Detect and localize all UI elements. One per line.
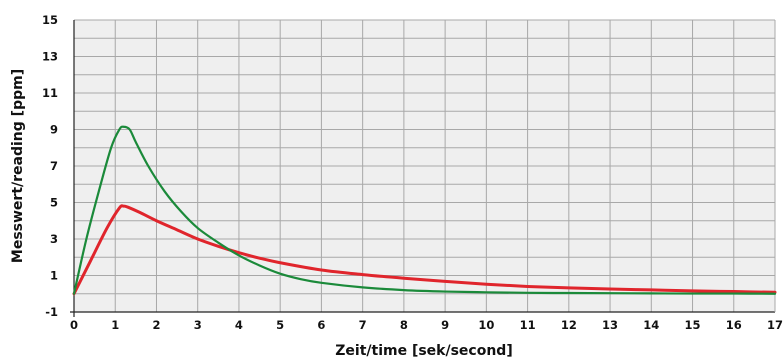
y-tick-label: 11 [42, 86, 58, 100]
x-tick-label: 14 [643, 318, 659, 332]
x-tick-labels: 0 1 2 3 4 5 6 7 8 9 10 11 12 13 14 15 16 17 [70, 318, 783, 332]
x-tick-label: 15 [685, 318, 701, 332]
series-lines [72, 125, 777, 296]
x-tick-label: 8 [400, 318, 408, 332]
x-tick-label: 0 [70, 318, 78, 332]
x-tick-label: 12 [561, 318, 577, 332]
x-tick-label: 4 [235, 318, 243, 332]
x-tick-label: 13 [602, 318, 618, 332]
y-tick-label: 5 [50, 196, 58, 210]
x-tick-label: 5 [276, 318, 284, 332]
x-tick-label: 7 [359, 318, 367, 332]
x-tick-label: 9 [441, 318, 449, 332]
y-tick-label: 15 [42, 13, 58, 27]
x-tick-label: 10 [478, 318, 494, 332]
series-line-1 [72, 125, 777, 295]
x-axis-label: Zeit/time [sek/second] [335, 343, 512, 359]
y-tick-labels: 15 13 11 9 7 5 3 1 -1 [42, 13, 58, 319]
y-tick-label: 1 [50, 269, 58, 283]
y-tick-label: 9 [50, 123, 58, 137]
x-tick-label: 1 [111, 318, 119, 332]
y-axis-label: Messwert/reading [ppm] [10, 69, 26, 263]
x-tick-label: 17 [767, 318, 783, 332]
y-tick-label: -1 [45, 305, 58, 319]
x-tick-label: 6 [317, 318, 325, 332]
x-tick-label: 3 [194, 318, 202, 332]
y-tick-label: 7 [50, 159, 58, 173]
x-tick-label: 16 [726, 318, 742, 332]
x-tick-label: 11 [520, 318, 536, 332]
series-line-2 [72, 204, 777, 296]
grid [74, 19, 775, 312]
y-tick-label: 3 [50, 232, 58, 246]
y-tick-label: 13 [42, 50, 58, 64]
x-tick-label: 2 [152, 318, 160, 332]
axes [70, 20, 776, 317]
